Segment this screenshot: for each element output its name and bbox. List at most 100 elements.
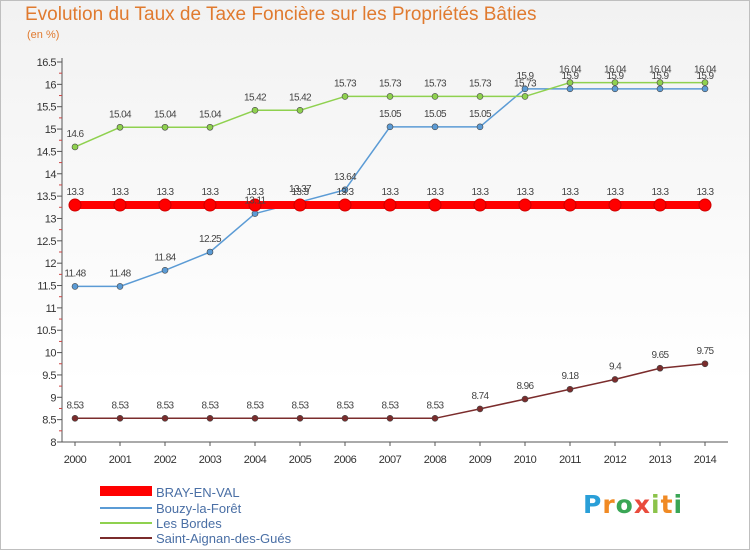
- data-label: 13.3: [651, 187, 669, 198]
- data-label: 8.53: [291, 400, 309, 411]
- data-label: 11.84: [154, 252, 176, 263]
- data-point: [521, 93, 529, 100]
- data-label: 15.42: [289, 92, 312, 103]
- data-point: [428, 198, 442, 212]
- data-point: [611, 79, 619, 86]
- y-tick-label: 12: [45, 258, 57, 270]
- data-point: [386, 123, 394, 131]
- x-tick-label: 2013: [649, 454, 672, 466]
- data-label: 13.3: [246, 187, 264, 198]
- proxiti-logo: Proxiti: [583, 490, 684, 519]
- data-point: [116, 415, 124, 422]
- data-label: 8.53: [111, 400, 129, 411]
- y-tick-label: 11: [46, 303, 57, 315]
- data-label: 15.73: [469, 78, 492, 89]
- data-point: [653, 198, 667, 212]
- data-point: [521, 395, 529, 403]
- y-tick-label: 9.5: [42, 370, 56, 382]
- x-tick-label: 2005: [289, 454, 312, 466]
- y-tick-label: 16: [45, 79, 57, 91]
- data-label: 11.48: [64, 268, 86, 279]
- data-label: 13.3: [606, 187, 624, 198]
- data-point: [161, 415, 169, 422]
- x-tick-label: 2002: [154, 454, 177, 466]
- data-point: [566, 85, 574, 93]
- data-point: [68, 198, 82, 212]
- data-point: [206, 415, 214, 422]
- data-point: [656, 85, 664, 93]
- data-point: [611, 376, 619, 383]
- data-label: 13.3: [426, 187, 444, 198]
- x-tick-label: 2001: [109, 454, 132, 466]
- data-point: [611, 85, 619, 93]
- x-tick-label: 2011: [559, 454, 581, 466]
- data-point: [341, 93, 349, 100]
- legend-label: BRAY-EN-VAL: [156, 485, 240, 500]
- y-tick-label: 14: [45, 169, 57, 181]
- y-tick-label: 13: [45, 213, 57, 225]
- data-label: 15.04: [109, 109, 132, 120]
- data-point: [293, 198, 307, 212]
- data-point: [566, 385, 574, 393]
- data-label: 16.04: [559, 65, 582, 76]
- data-label: 13.3: [156, 187, 174, 198]
- data-point: [563, 198, 577, 212]
- data-point: [476, 93, 484, 100]
- data-point: [701, 79, 709, 86]
- y-tick-label: 9: [50, 392, 56, 404]
- data-label: 15.9: [606, 71, 624, 82]
- y-tick-label: 16.5: [37, 57, 57, 69]
- data-label: 15.73: [514, 78, 537, 89]
- data-label: 15.04: [199, 109, 222, 120]
- data-label: 15.9: [651, 71, 669, 82]
- data-label: 16.04: [604, 65, 627, 76]
- data-label: 15.05: [379, 109, 402, 120]
- data-label: 9.18: [561, 371, 579, 382]
- chart-title: Evolution du Taux de Taxe Foncière sur l…: [25, 4, 537, 25]
- x-tick-label: 2003: [199, 454, 222, 466]
- data-label: 13.64: [334, 172, 357, 183]
- x-tick-label: 2006: [334, 454, 357, 466]
- data-point: [251, 415, 259, 422]
- data-point: [701, 85, 709, 93]
- data-label: 8.53: [156, 400, 174, 411]
- data-point: [656, 79, 664, 86]
- data-label: 15.9: [561, 71, 579, 82]
- data-point: [71, 143, 79, 151]
- data-point: [341, 186, 349, 194]
- x-tick-label: 2014: [694, 454, 717, 466]
- data-label: 13.11: [244, 196, 266, 207]
- data-label: 13.3: [111, 187, 129, 198]
- data-label: 8.96: [516, 381, 534, 392]
- x-tick-label: 2007: [379, 454, 402, 466]
- x-tick-label: 2008: [424, 454, 447, 466]
- data-point: [698, 198, 712, 212]
- data-label: 14.6: [66, 129, 84, 140]
- data-point: [656, 364, 664, 372]
- data-label: 16.04: [649, 65, 672, 76]
- data-label: 15.04: [154, 109, 177, 120]
- data-label: 15.73: [334, 78, 357, 89]
- data-label: 15.42: [244, 92, 267, 103]
- data-point: [296, 106, 304, 114]
- data-point: [518, 198, 532, 212]
- x-tick-label: 2012: [604, 454, 627, 466]
- data-label: 15.05: [469, 109, 492, 120]
- data-point: [431, 93, 439, 100]
- data-point: [113, 198, 127, 212]
- data-point: [161, 267, 169, 274]
- data-label: 8.53: [201, 400, 219, 411]
- data-label: 13.3: [336, 187, 354, 198]
- data-point: [158, 198, 172, 212]
- data-point: [473, 198, 487, 212]
- data-point: [71, 283, 79, 290]
- data-point: [251, 106, 259, 114]
- data-point: [248, 198, 262, 212]
- data-label: 8.53: [66, 400, 84, 411]
- data-label: 13.37: [289, 184, 312, 195]
- x-tick-label: 2004: [244, 454, 267, 466]
- legend-label: Saint-Aignan-des-Gués: [156, 531, 292, 546]
- y-tick-label: 10.5: [37, 325, 57, 337]
- data-label: 13.3: [381, 187, 399, 198]
